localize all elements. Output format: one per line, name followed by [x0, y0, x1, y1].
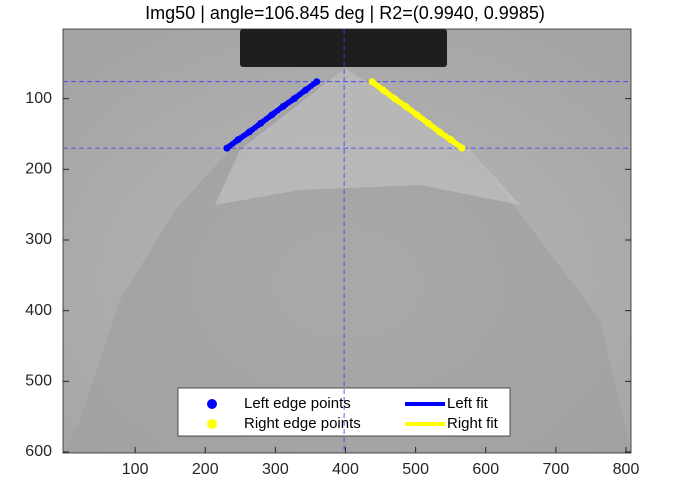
x-tick-label: 400 [332, 461, 359, 478]
chart-title: Img50 | angle=106.845 deg | R2=(0.9940, … [145, 3, 545, 23]
legend-label: Left fit [447, 395, 489, 412]
x-tick-label: 700 [543, 461, 570, 478]
legend-box [177, 387, 511, 437]
x-tick-label: 800 [613, 461, 640, 478]
fit-line [225, 80, 318, 150]
x-tick-label: 600 [472, 461, 499, 478]
legend-label: Left edge points [244, 395, 351, 412]
legend-label: Right edge points [244, 415, 361, 432]
y-tick-label: 200 [25, 161, 52, 178]
x-tick-label: 500 [402, 461, 429, 478]
y-tick-label: 400 [25, 302, 52, 319]
legend-marker [207, 399, 217, 409]
nozzle [240, 29, 447, 67]
cone [215, 68, 520, 205]
x-tick-label: 200 [192, 461, 219, 478]
fit-line [370, 80, 464, 150]
legend-marker [207, 419, 217, 429]
axes-box [62, 28, 632, 454]
x-tick-label: 100 [122, 461, 149, 478]
legend-label: Right fit [447, 415, 499, 432]
y-tick-label: 300 [25, 231, 52, 248]
legend: Left edge points Right edge points Left fi… [177, 387, 511, 437]
y-tick-label: 600 [25, 443, 52, 460]
y-tick-label: 500 [25, 373, 52, 390]
spray [63, 68, 631, 453]
x-tick-label: 300 [262, 461, 289, 478]
y-tick-label: 100 [25, 90, 52, 107]
